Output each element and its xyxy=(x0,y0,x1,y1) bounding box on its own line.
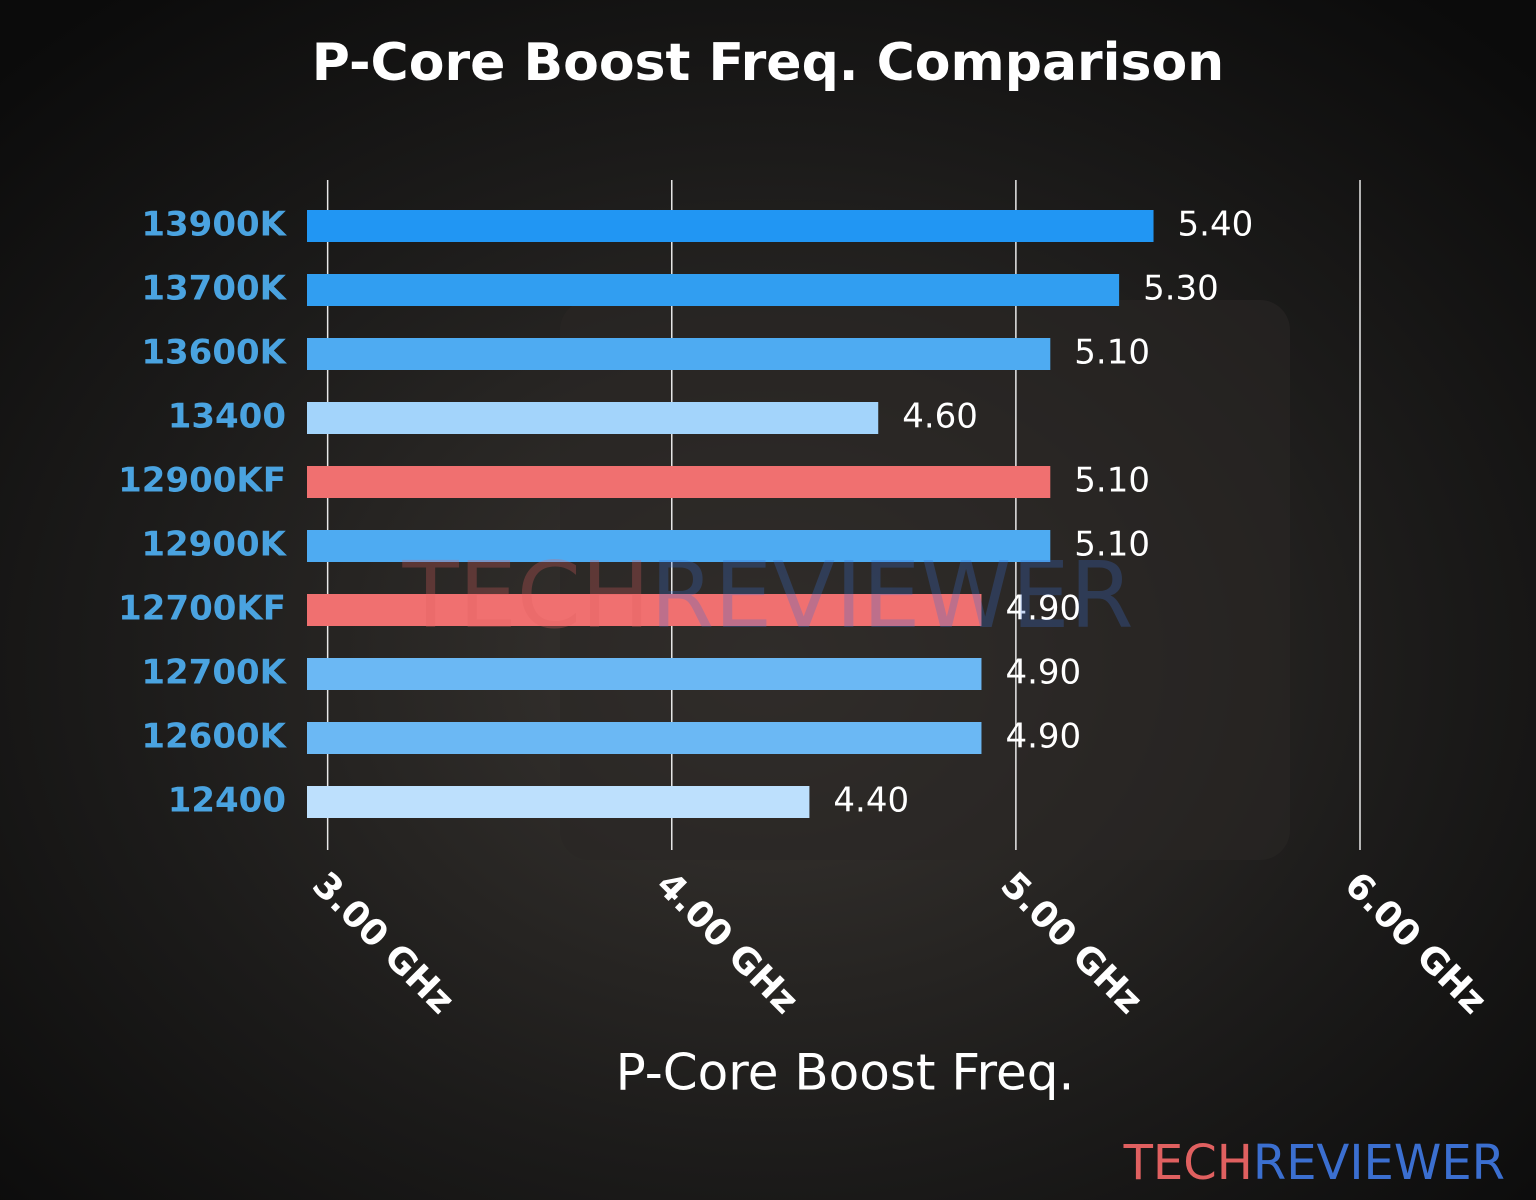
y-tick-label: 12700K xyxy=(141,653,287,693)
chart-title: P-Core Boost Freq. Comparison xyxy=(312,33,1224,93)
bar xyxy=(307,786,810,818)
bar xyxy=(307,658,982,690)
bar xyxy=(307,594,982,626)
value-label: 4.90 xyxy=(1005,589,1081,629)
value-label: 4.60 xyxy=(902,397,978,437)
y-tick-label: 13900K xyxy=(141,205,287,245)
y-tick-label: 13600K xyxy=(141,333,287,373)
value-label: 5.10 xyxy=(1074,461,1150,501)
bar xyxy=(307,466,1051,498)
y-tick-label: 12900KF xyxy=(118,461,286,501)
x-axis-label: P-Core Boost Freq. xyxy=(616,1044,1075,1102)
value-label: 5.10 xyxy=(1074,333,1150,373)
bar xyxy=(307,402,879,434)
watermark-tech: TECH xyxy=(401,542,650,649)
brand-tech: TECH xyxy=(1123,1135,1253,1191)
y-tick-label: 13700K xyxy=(141,269,287,309)
value-label: 5.40 xyxy=(1178,205,1254,245)
y-tick-label: 13400 xyxy=(168,397,286,437)
value-label: 4.90 xyxy=(1005,717,1081,757)
bar xyxy=(307,210,1154,242)
value-label: 4.90 xyxy=(1005,653,1081,693)
bar xyxy=(307,722,982,754)
brand-logo: TECHREVIEWER xyxy=(1123,1135,1505,1191)
value-label: 5.30 xyxy=(1143,269,1219,309)
watermark-reviewer: REVIEWER xyxy=(650,542,1133,649)
bar xyxy=(307,530,1051,562)
watermark: TECHREVIEWER xyxy=(401,542,1133,649)
background-shape xyxy=(560,300,1290,860)
value-label: 4.40 xyxy=(833,781,909,821)
y-tick-label: 12900K xyxy=(141,525,287,565)
bar xyxy=(307,274,1120,306)
y-tick-label: 12400 xyxy=(168,781,286,821)
y-tick-label: 12600K xyxy=(141,717,287,757)
bar xyxy=(307,338,1051,370)
brand-reviewer: REVIEWER xyxy=(1253,1135,1505,1191)
y-tick-label: 12700KF xyxy=(118,589,286,629)
value-label: 5.10 xyxy=(1074,525,1150,565)
